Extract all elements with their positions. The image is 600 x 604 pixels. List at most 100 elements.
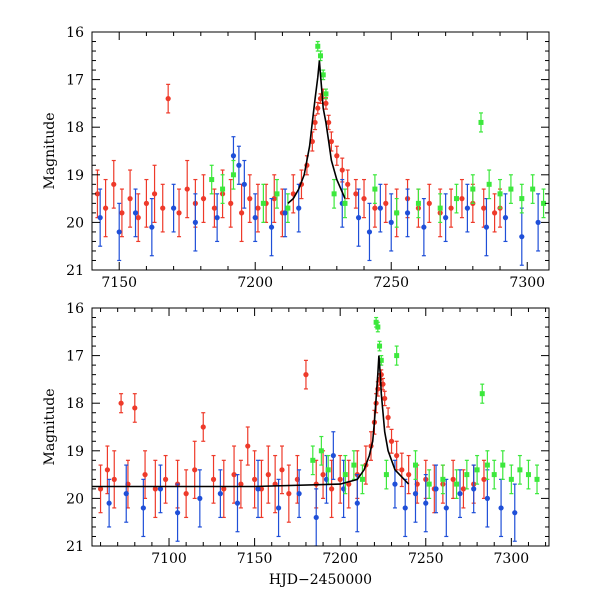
- marker: [464, 472, 470, 478]
- marker: [255, 205, 261, 211]
- x-tick-label: 7150: [101, 275, 137, 291]
- y-tick-label: 16: [66, 301, 84, 317]
- data-point-blue: [140, 478, 146, 538]
- marker: [310, 457, 316, 463]
- data-point-blue: [354, 474, 360, 533]
- data-point-blue: [330, 431, 336, 480]
- data-point-green: [394, 198, 400, 228]
- data-point-green: [525, 459, 531, 490]
- marker: [282, 210, 288, 216]
- marker: [174, 510, 181, 516]
- data-point-green: [220, 174, 226, 204]
- data-point-green: [478, 112, 484, 133]
- data-point-blue: [377, 183, 383, 233]
- y-tick-label: 20: [66, 215, 84, 231]
- marker: [375, 324, 381, 330]
- marker: [421, 224, 427, 230]
- x-tick-label: 7150: [237, 551, 273, 567]
- marker: [313, 514, 319, 521]
- marker: [437, 205, 443, 211]
- marker: [184, 186, 190, 192]
- marker: [106, 500, 112, 506]
- data-point-red: [221, 459, 227, 519]
- marker: [118, 400, 124, 406]
- marker: [415, 200, 421, 206]
- marker: [530, 186, 536, 192]
- data-point-green: [320, 69, 326, 81]
- data-point-red: [265, 445, 271, 504]
- series-green: [310, 316, 540, 499]
- marker: [200, 196, 207, 202]
- data-point-blue: [402, 478, 408, 538]
- marker: [498, 505, 504, 511]
- data-point-green: [497, 178, 503, 209]
- plot-area: [92, 316, 540, 546]
- marker: [474, 467, 480, 473]
- data-point-red: [459, 178, 465, 219]
- marker: [260, 200, 266, 206]
- data-point-red: [200, 412, 206, 442]
- marker: [481, 205, 487, 211]
- marker: [460, 486, 467, 492]
- data-point-red: [152, 459, 158, 519]
- data-point-green: [534, 464, 540, 495]
- marker: [372, 186, 378, 192]
- y-axis-label: Magnitude: [42, 112, 58, 189]
- data-point-blue: [433, 464, 439, 514]
- data-point-red: [184, 159, 190, 219]
- data-point-red: [334, 145, 340, 166]
- y-axis-label: Magnitude: [42, 388, 58, 465]
- data-point-red: [192, 440, 198, 499]
- data-point-red: [460, 469, 467, 509]
- data-point-green: [479, 383, 485, 404]
- marker: [111, 181, 117, 187]
- data-point-red: [385, 407, 391, 428]
- y-tick-label: 21: [66, 539, 84, 555]
- data-point-green: [331, 178, 337, 209]
- data-point-blue: [123, 464, 129, 523]
- data-point-green: [377, 340, 383, 352]
- data-point-blue: [483, 198, 490, 257]
- marker: [104, 467, 111, 473]
- data-point-red: [231, 445, 237, 504]
- data-point-blue: [457, 469, 463, 519]
- marker: [296, 491, 302, 497]
- marker: [320, 72, 326, 78]
- marker: [157, 486, 164, 492]
- data-point-green: [274, 178, 280, 209]
- marker: [426, 200, 432, 206]
- data-point-blue: [171, 183, 177, 233]
- data-point-green: [508, 464, 514, 495]
- marker: [220, 186, 226, 192]
- data-point-blue: [502, 193, 509, 243]
- data-point-green: [359, 464, 365, 495]
- marker: [508, 186, 514, 192]
- data-point-blue: [268, 198, 275, 257]
- data-point-blue: [116, 202, 122, 262]
- data-point-blue: [236, 145, 242, 185]
- data-point-red: [272, 454, 278, 514]
- marker: [443, 505, 449, 511]
- data-point-blue: [255, 459, 261, 519]
- marker: [519, 234, 525, 240]
- marker: [103, 205, 109, 211]
- data-point-green: [342, 188, 348, 219]
- x-tick-label: 7200: [237, 275, 273, 291]
- x-tick-label: 7300: [494, 551, 530, 567]
- marker: [286, 491, 292, 497]
- marker: [406, 472, 412, 478]
- data-point-blue: [174, 483, 181, 542]
- marker: [502, 215, 509, 221]
- data-point-red: [252, 450, 258, 509]
- data-point-green: [500, 450, 506, 480]
- marker: [484, 495, 490, 501]
- data-point-blue: [512, 483, 518, 542]
- marker: [132, 210, 139, 216]
- marker: [392, 481, 398, 487]
- marker: [385, 414, 391, 421]
- marker: [255, 486, 261, 492]
- marker: [171, 205, 177, 211]
- data-point-blue: [252, 193, 258, 243]
- marker: [303, 372, 309, 378]
